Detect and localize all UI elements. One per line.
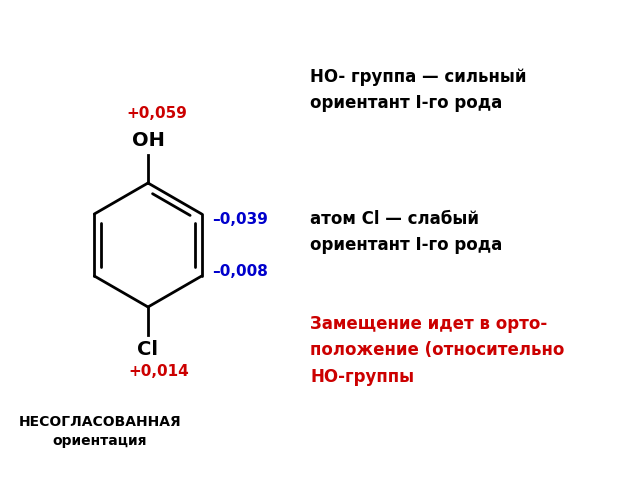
Text: –0,008: –0,008 — [212, 264, 268, 278]
Text: Cl: Cl — [138, 340, 159, 359]
Text: +0,059: +0,059 — [126, 106, 187, 120]
Text: +0,014: +0,014 — [128, 364, 189, 380]
Text: НЕСОГЛАСОВАННАЯ
ориентация: НЕСОГЛАСОВАННАЯ ориентация — [19, 415, 181, 448]
Text: атом Cl — слабый
ориентант I-го рода: атом Cl — слабый ориентант I-го рода — [310, 210, 502, 254]
Text: Замещение идет в орто-
положение (относительно
НО-группы: Замещение идет в орто- положение (относи… — [310, 315, 564, 386]
Text: –0,039: –0,039 — [212, 212, 268, 227]
Text: HO- группа — сильный
ориентант I-го рода: HO- группа — сильный ориентант I-го рода — [310, 68, 527, 112]
Text: OH: OH — [132, 131, 164, 150]
